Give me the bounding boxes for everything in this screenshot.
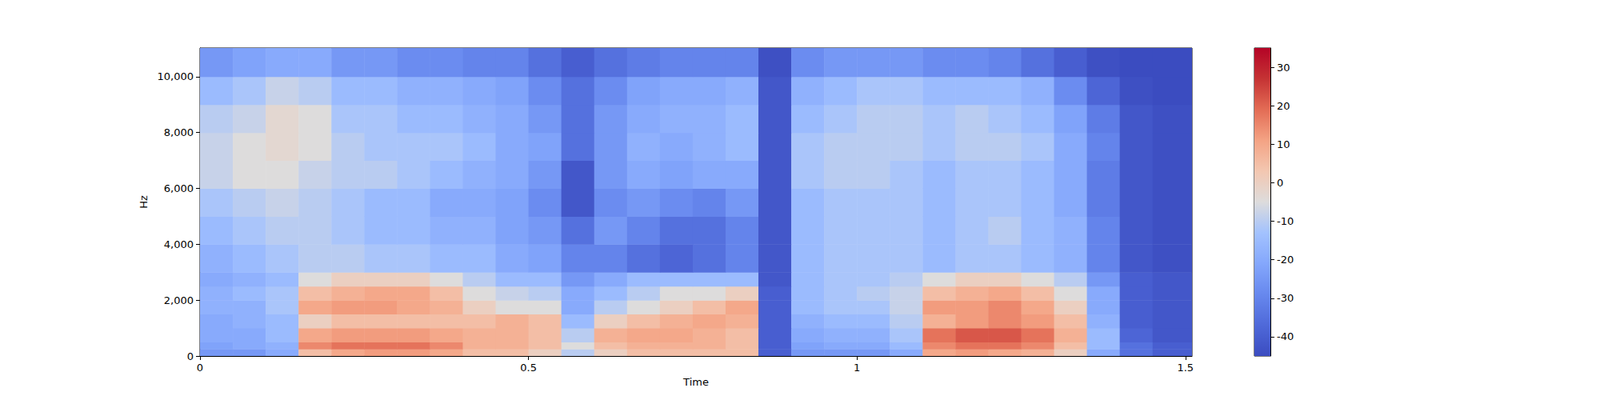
svg-text:4,000: 4,000 (164, 238, 194, 251)
svg-text:Time: Time (682, 376, 709, 388)
svg-text:0: 0 (1276, 176, 1284, 189)
svg-text:0: 0 (196, 361, 204, 374)
svg-text:-20: -20 (1276, 253, 1294, 266)
svg-text:10,000: 10,000 (157, 70, 195, 83)
svg-text:20: 20 (1276, 100, 1291, 112)
svg-text:1: 1 (853, 361, 860, 374)
svg-text:-40: -40 (1276, 330, 1294, 343)
svg-text:2,000: 2,000 (164, 294, 194, 307)
svg-text:0.5: 0.5 (520, 361, 537, 374)
svg-text:0: 0 (187, 350, 194, 363)
svg-text:-30: -30 (1276, 292, 1294, 304)
svg-text:30: 30 (1276, 61, 1291, 74)
svg-text:1.5: 1.5 (1176, 361, 1194, 374)
svg-text:-10: -10 (1276, 215, 1294, 228)
svg-text:10: 10 (1276, 138, 1291, 151)
svg-text:Hz: Hz (137, 195, 150, 209)
svg-text:6,000: 6,000 (164, 182, 194, 195)
svg-text:8,000: 8,000 (164, 126, 194, 139)
